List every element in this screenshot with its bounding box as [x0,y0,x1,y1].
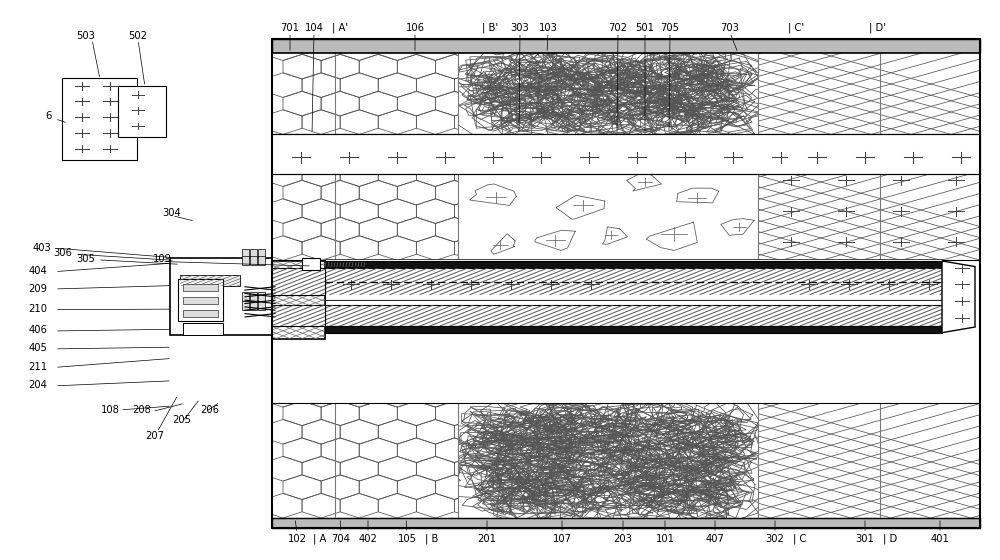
Bar [272,261,325,339]
Text: 705: 705 [660,23,680,33]
Text: 702: 702 [608,23,628,33]
Text: 208: 208 [133,405,151,415]
Text: 407: 407 [706,534,724,544]
Text: 204: 204 [29,380,47,390]
Text: 109: 109 [152,254,172,264]
Bar [242,249,249,258]
Bar [788,134,980,174]
Bar [325,261,942,268]
Bar [183,284,218,291]
Text: 106: 106 [406,23,424,33]
Bar [272,305,325,326]
Bar [242,256,249,265]
Bar [250,249,257,258]
Bar [170,258,272,335]
Bar [242,292,249,301]
Text: 101: 101 [656,534,674,544]
Text: | C: | C [793,534,807,544]
Bar [458,403,758,518]
Text: 401: 401 [931,534,949,544]
Text: 402: 402 [359,534,377,544]
Text: 502: 502 [128,31,148,41]
Bar [272,268,325,295]
Bar [272,39,980,528]
Text: 102: 102 [288,534,306,544]
Text: 209: 209 [28,284,48,294]
Bar [325,259,942,264]
Bar [758,174,980,260]
Text: | B: | B [425,534,439,544]
Bar [183,323,223,335]
Text: 210: 210 [28,304,48,314]
Text: 406: 406 [29,325,47,335]
Bar [258,301,265,310]
Bar [325,264,942,300]
Text: 404: 404 [29,266,47,276]
Bar [250,292,257,301]
Bar [272,174,458,260]
Text: 302: 302 [766,534,784,544]
Text: 203: 203 [614,534,632,544]
Text: 503: 503 [77,31,95,41]
Bar [458,53,758,134]
Bar [272,39,980,528]
Bar [272,403,458,518]
Text: 206: 206 [200,405,220,415]
Bar [272,134,788,174]
Bar [325,326,942,333]
Bar [258,249,265,258]
Text: 501: 501 [636,23,654,33]
Text: 403: 403 [33,242,51,253]
Text: 103: 103 [539,23,557,33]
Bar [242,301,249,310]
Text: | C': | C' [788,23,804,33]
Text: 304: 304 [163,208,181,218]
Bar [758,403,980,518]
Text: 107: 107 [552,534,572,544]
Text: | A': | A' [332,23,348,33]
Text: 104: 104 [305,23,323,33]
Text: 306: 306 [54,248,72,258]
Text: 303: 303 [511,23,529,33]
Bar [758,53,980,134]
Text: | D: | D [883,534,897,544]
Text: 211: 211 [28,362,48,372]
Bar [183,310,218,317]
Bar [250,301,257,310]
Text: | B': | B' [482,23,498,33]
Text: 6: 6 [45,111,51,122]
Bar [250,256,257,265]
Bar [62,78,137,160]
Bar [458,174,758,260]
Bar [325,305,942,326]
Bar [272,53,458,134]
Polygon shape [942,261,975,333]
Bar [272,394,980,518]
Text: 205: 205 [173,415,192,425]
Bar [325,268,942,295]
Text: | D': | D' [869,23,887,33]
Bar [302,258,320,270]
Text: 704: 704 [332,534,350,544]
Text: | A: | A [313,534,327,544]
Text: 105: 105 [398,534,416,544]
Bar [272,134,980,174]
Text: 108: 108 [101,405,119,415]
Bar [180,276,240,287]
Bar [258,292,265,301]
Bar [325,300,942,306]
Text: 207: 207 [146,431,164,441]
Bar [258,256,265,265]
Bar [183,297,218,304]
Text: 301: 301 [856,534,874,544]
Bar [118,86,166,137]
Text: 703: 703 [721,23,739,33]
Bar [272,518,980,528]
Bar [178,279,223,321]
Bar [272,39,980,53]
Text: 405: 405 [29,343,47,353]
Text: 701: 701 [280,23,300,33]
Text: 201: 201 [478,534,496,544]
Text: 305: 305 [77,254,95,264]
